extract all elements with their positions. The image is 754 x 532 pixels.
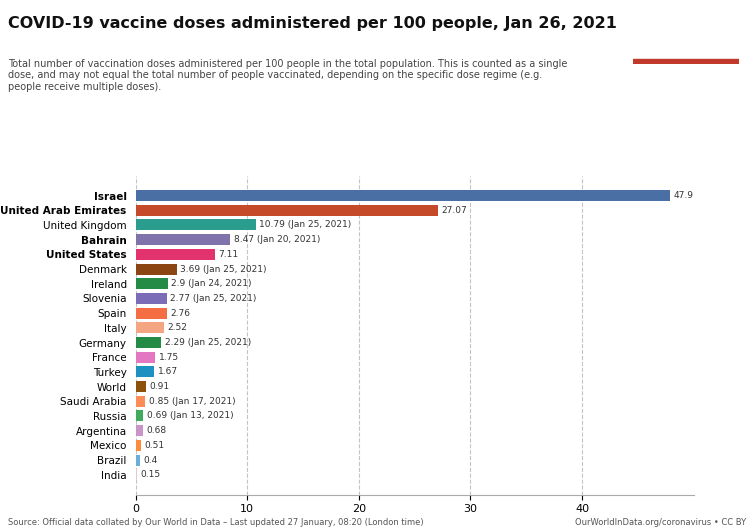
Text: 8.47 (Jan 20, 2021): 8.47 (Jan 20, 2021) (234, 235, 320, 244)
Text: 0.85 (Jan 17, 2021): 0.85 (Jan 17, 2021) (149, 397, 235, 406)
Bar (136, 367, 155, 377)
Text: COVID-19 vaccine doses administered per 100 people, Jan 26, 2021: COVID-19 vaccine doses administered per … (8, 16, 617, 31)
Text: 10.79 (Jan 25, 2021): 10.79 (Jan 25, 2021) (259, 220, 351, 229)
Text: 0.15: 0.15 (141, 470, 161, 479)
Bar (136, 396, 146, 407)
Text: 2.9 (Jan 24, 2021): 2.9 (Jan 24, 2021) (171, 279, 252, 288)
Text: 0.68: 0.68 (147, 426, 167, 435)
Bar (136, 234, 230, 245)
Text: 2.52: 2.52 (167, 323, 187, 332)
Bar (136, 322, 164, 334)
Text: 47.9: 47.9 (673, 191, 694, 200)
Bar (136, 469, 137, 480)
Text: 2.77 (Jan 25, 2021): 2.77 (Jan 25, 2021) (170, 294, 256, 303)
Bar (136, 381, 146, 392)
Bar (136, 411, 143, 421)
Text: 7.11: 7.11 (219, 250, 238, 259)
Text: Total number of vaccination doses administered per 100 people in the total popul: Total number of vaccination doses admini… (8, 59, 567, 92)
Bar (136, 190, 670, 201)
Bar (136, 278, 168, 289)
Text: 3.69 (Jan 25, 2021): 3.69 (Jan 25, 2021) (180, 264, 267, 273)
Text: 0.51: 0.51 (145, 441, 165, 450)
Text: 0.4: 0.4 (143, 455, 158, 464)
Bar (136, 307, 167, 319)
Text: OurWorldInData.org/coronavirus • CC BY: OurWorldInData.org/coronavirus • CC BY (575, 518, 746, 527)
Text: 0.69 (Jan 13, 2021): 0.69 (Jan 13, 2021) (147, 411, 234, 420)
Bar (136, 337, 161, 348)
Bar (136, 352, 155, 363)
Bar (633, 59, 739, 64)
Text: 1.75: 1.75 (158, 353, 179, 362)
Text: 27.07: 27.07 (441, 206, 467, 215)
Text: 2.76: 2.76 (170, 309, 190, 318)
Bar (136, 263, 177, 275)
Text: Our World
in Data: Our World in Data (657, 19, 716, 41)
Bar (136, 220, 256, 230)
Bar (136, 425, 143, 436)
Text: 0.91: 0.91 (149, 382, 170, 391)
Bar (136, 293, 167, 304)
Text: 1.67: 1.67 (158, 368, 178, 377)
Text: Source: Official data collated by Our World in Data – Last updated 27 January, 0: Source: Official data collated by Our Wo… (8, 518, 423, 527)
Bar (136, 205, 438, 216)
Bar (136, 249, 215, 260)
Bar (136, 440, 142, 451)
Text: 2.29 (Jan 25, 2021): 2.29 (Jan 25, 2021) (164, 338, 251, 347)
Bar (136, 454, 140, 466)
